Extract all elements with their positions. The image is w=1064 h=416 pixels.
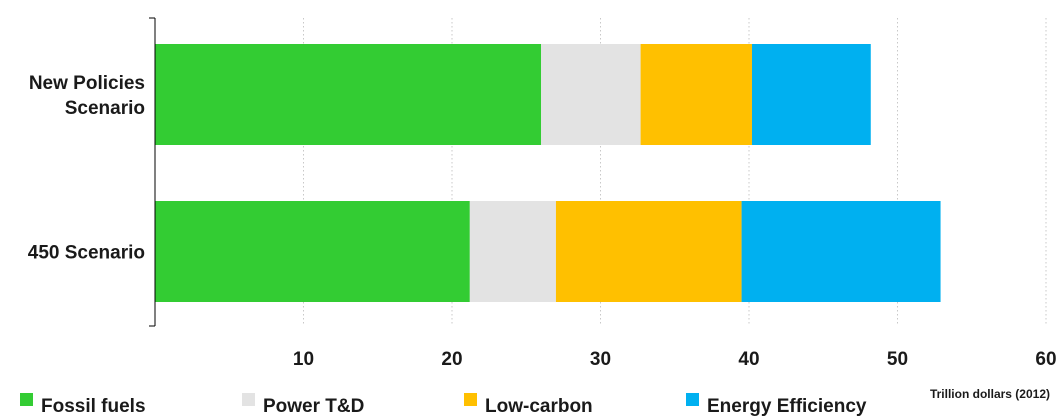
x-tick-label: 20 (441, 349, 462, 370)
bar-segment (741, 201, 941, 302)
x-tick-label: 40 (738, 349, 759, 370)
unit-label: Trillion dollars (2012) (930, 387, 1050, 401)
legend-swatch (242, 393, 255, 406)
bar-segment (751, 44, 871, 145)
legend-label: Low-carbon (485, 396, 593, 416)
legend: Fossil fuels Power T&D Low-carbon Energy Ef… (20, 393, 867, 416)
legend-swatch (464, 393, 477, 406)
legend-label: Fossil fuels (41, 396, 146, 416)
bar-segment (469, 201, 556, 302)
legend-swatch (686, 393, 699, 406)
legend-swatch (20, 393, 33, 406)
x-tick-label: 50 (887, 349, 908, 370)
category-label-line: 450 Scenario (28, 243, 145, 264)
category-label-line: Scenario (65, 98, 145, 119)
bar-segment (155, 44, 542, 145)
x-tick-label: 10 (293, 349, 314, 370)
category-label: 450 Scenario (28, 243, 145, 264)
x-tick-label: 30 (590, 349, 611, 370)
bar-segment (155, 201, 470, 302)
x-tick-label: 60 (1035, 349, 1056, 370)
legend-label: Energy Efficiency (707, 396, 867, 416)
bar-segment (541, 44, 641, 145)
bar-segment (555, 201, 742, 302)
legend-label: Power T&D (263, 396, 364, 416)
axes (149, 17, 156, 327)
labels: 10 20 30 40 50 60 New Policies Scenario 450 Scen… (28, 73, 1057, 401)
category-label: New Policies Scenario (29, 73, 145, 119)
bar-segment (640, 44, 752, 145)
category-label-line: New Policies (29, 73, 145, 94)
bars (155, 44, 941, 302)
